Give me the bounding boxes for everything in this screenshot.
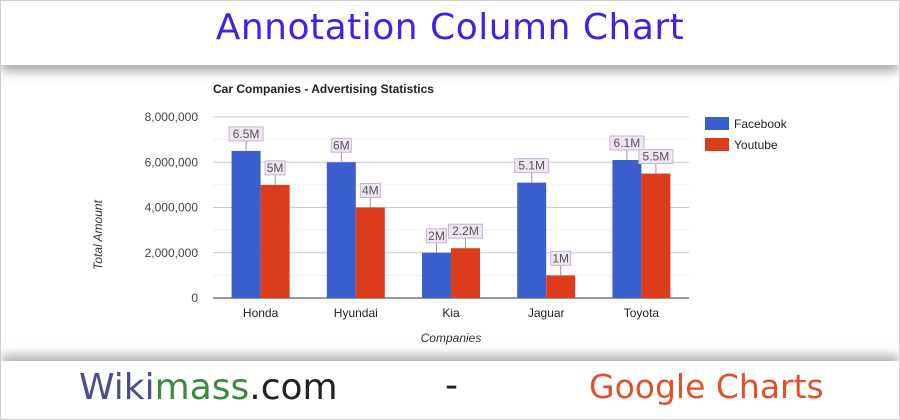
brand-logo-text: Wikimass.com: [79, 367, 338, 408]
annotation-label: 6.5M: [233, 127, 260, 141]
annotation-box: [264, 160, 286, 176]
legend-swatch-facebook: [705, 117, 729, 130]
chart-area: Car Companies - Advertising Statistics 0…: [1, 65, 899, 355]
annotation-box: [514, 158, 550, 174]
y-axis-label: Total Amount: [91, 199, 105, 269]
annotation-box: [359, 183, 381, 198]
annotation-box: [228, 126, 264, 142]
annotation-label: 6.1M: [614, 136, 641, 150]
bar-youtube[interactable]: [355, 207, 385, 299]
annotation-label: 5.1M: [518, 159, 545, 173]
x-tick-label: Honda: [243, 306, 279, 320]
y-tick-label: 4,000,000: [145, 201, 199, 215]
annotation-box: [426, 228, 447, 244]
x-tick-label: Toyota: [624, 306, 660, 320]
annotation-label: 2.2M: [452, 224, 479, 238]
brand-part-wiki: Wiki: [79, 367, 155, 408]
legend-label-facebook[interactable]: Facebook: [734, 117, 788, 131]
annotation-box: [638, 149, 674, 165]
bar-youtube[interactable]: [260, 184, 290, 298]
bar-facebook[interactable]: [326, 162, 356, 298]
y-tick-label: 8,000,000: [145, 110, 199, 124]
bar-facebook[interactable]: [517, 182, 547, 298]
x-tick-label: Kia: [442, 306, 460, 320]
annotation-label: 5.5M: [643, 150, 670, 164]
x-tick-label: Jaguar: [528, 306, 565, 320]
annotation-label: 6M: [333, 138, 350, 152]
annotation-box: [550, 250, 572, 266]
column-chart: Car Companies - Advertising Statistics 0…: [91, 82, 788, 345]
footer-separator: -: [445, 365, 458, 406]
bar-youtube[interactable]: [641, 173, 671, 298]
annotation-label: 5M: [267, 161, 284, 175]
bar-facebook[interactable]: [422, 252, 451, 298]
bar-facebook[interactable]: [231, 150, 261, 298]
x-tick-label: Hyundai: [334, 306, 378, 320]
chart-title: Car Companies - Advertising Statistics: [213, 82, 434, 96]
bar-facebook[interactable]: [612, 159, 642, 298]
annotation-label: 1M: [552, 251, 569, 265]
bar-youtube[interactable]: [451, 248, 480, 298]
brand-part-com: .com: [249, 367, 338, 408]
annotation-box: [330, 137, 352, 153]
annotation-box: [448, 223, 483, 239]
annotation-box: [609, 135, 645, 151]
brand-part-mass: mass: [154, 367, 250, 408]
legend-swatch-youtube: [705, 138, 729, 151]
footer-google-charts-text: Google Charts: [589, 367, 824, 406]
annotation-label: 4M: [362, 184, 379, 198]
y-tick-label: 6,000,000: [145, 155, 199, 169]
page-title: Annotation Column Chart: [215, 7, 685, 48]
header-banner: Annotation Column Chart: [1, 1, 899, 65]
x-axis-label: Companies: [421, 331, 482, 345]
legend-label-youtube[interactable]: Youtube: [734, 138, 778, 152]
annotation-label: 2M: [428, 229, 445, 243]
y-tick-label: 0: [191, 291, 198, 305]
bar-youtube[interactable]: [546, 275, 576, 298]
y-tick-label: 2,000,000: [145, 246, 199, 260]
footer-banner: Wikimass.com - Google Charts: [1, 361, 899, 419]
